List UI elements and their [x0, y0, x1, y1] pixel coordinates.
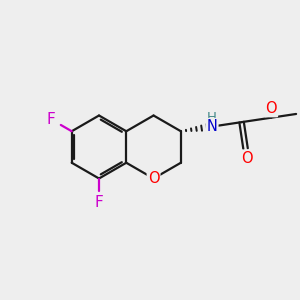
Text: H: H [207, 111, 217, 124]
Text: O: O [266, 101, 277, 116]
Text: F: F [46, 112, 55, 127]
Text: F: F [94, 195, 103, 210]
Text: O: O [148, 171, 159, 186]
Text: N: N [207, 119, 218, 134]
Text: O: O [241, 151, 253, 166]
